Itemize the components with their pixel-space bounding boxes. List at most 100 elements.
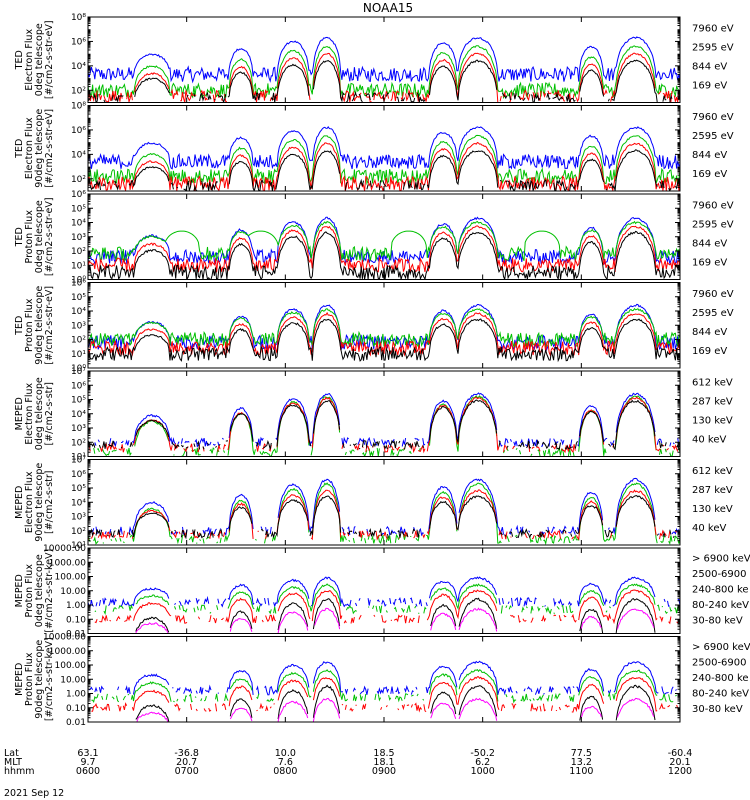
series-7-1 — [135, 607, 655, 634]
channel-label: 844 eV — [692, 62, 727, 73]
y-tick-label: 10⁷ — [71, 456, 86, 466]
y-tick-label: 10.00 — [60, 675, 86, 685]
y-axis-label: TEDProton Flux0deg telescope[#/cm2-s-str… — [14, 197, 55, 276]
channel-label: 169 eV — [692, 258, 727, 269]
x-row-value: -50.2 — [470, 748, 495, 759]
y-tick-label: 10⁶ — [71, 190, 86, 200]
channel-label: 80-240 keV — [692, 689, 749, 700]
series-3-3 — [88, 220, 680, 262]
channel-label: 612 keV — [692, 378, 733, 389]
channel-label: 169 eV — [692, 346, 727, 357]
y-tick-label: 10⁰ — [71, 276, 86, 286]
y-tick-label: 0.01 — [66, 630, 86, 640]
panel-3: 10⁰ 10¹ 10² 10³ 10⁴ 10⁵ 10⁶ TEDProton Flux0deg … — [14, 190, 734, 286]
y-tick-label: 10⁵ — [71, 204, 86, 214]
x-row-label: hhmm — [4, 766, 35, 777]
series-2-1 — [89, 149, 680, 191]
series-4-1 — [88, 318, 680, 363]
panels-group: 10² 10⁴ 10⁶ 10⁸ TEDElectron Flux0deg telesco… — [14, 13, 750, 728]
channel-label: 844 eV — [692, 327, 727, 338]
series-5-1 — [88, 399, 680, 451]
series-6-2 — [88, 489, 677, 541]
x-row-value: 0600 — [76, 766, 100, 777]
channel-label: 7960 eV — [692, 24, 734, 35]
channel-label: 2595 eV — [692, 220, 734, 231]
series-8-4 — [91, 670, 679, 702]
x-row-value: 1200 — [668, 766, 692, 777]
y-tick-label: 10⁵ — [71, 484, 86, 494]
y-tick-label: 10⁴ — [71, 62, 86, 72]
channel-label: 7960 eV — [692, 289, 734, 300]
series-1-4 — [88, 36, 680, 84]
channel-label: 240-800 ke — [692, 673, 749, 684]
x-row-value: 18.1 — [373, 757, 394, 768]
y-tick-label: 10⁵ — [71, 396, 86, 406]
y-tick-label: 1000.00 — [49, 647, 86, 657]
x-row-value: 0700 — [175, 766, 199, 777]
panel-frame — [87, 282, 681, 369]
panel-8: 0.01 0.10 1.00 10.00 100.00 1000.00 10000.00ME… — [14, 633, 750, 729]
x-row-value: 9.7 — [80, 757, 95, 768]
x-row-value: 7.6 — [278, 757, 293, 768]
channel-label: 844 eV — [692, 239, 727, 250]
y-tick-label: 1.00 — [66, 601, 86, 611]
channel-label: 2500-6900 — [692, 569, 747, 580]
y-tick-label: 10² — [71, 527, 86, 537]
channel-label: > 6900 keV — [692, 553, 750, 564]
y-tick-label: 10000.00 — [43, 633, 86, 643]
y-tick-label: 1000.00 — [49, 558, 86, 568]
y-tick-label: 10⁶ — [71, 37, 86, 47]
channel-label: 7960 eV — [692, 112, 734, 123]
series-8-5 — [89, 661, 679, 695]
y-tick-label: 0.10 — [66, 704, 86, 714]
y-tick-label: 10⁶ — [71, 279, 86, 289]
series-8-1 — [136, 697, 655, 722]
y-axis-label: TEDProton Flux90deg telescope[#/cm2-s-st… — [14, 286, 55, 365]
channel-label: 612 keV — [692, 466, 733, 477]
series-7-2 — [135, 597, 656, 634]
y-tick-label: 10² — [71, 336, 86, 346]
series-1-1 — [88, 59, 680, 103]
series-6-3 — [88, 482, 680, 545]
channel-label: 169 eV — [692, 81, 727, 92]
y-tick-label: 10⁴ — [71, 410, 86, 420]
series-2-4 — [88, 126, 680, 170]
channel-label: 844 eV — [692, 150, 727, 161]
series-8-3 — [91, 676, 680, 713]
y-tick-label: 10¹ — [71, 350, 86, 360]
series-7-3 — [94, 589, 680, 625]
series-7-4 — [94, 583, 680, 616]
series-4-2 — [88, 311, 680, 357]
x-row-value: 18.5 — [373, 748, 394, 759]
channel-label: 30-80 keV — [692, 616, 743, 627]
x-row-value: -36.8 — [174, 748, 199, 759]
series-5-4 — [88, 392, 680, 448]
y-tick-label: 10000.00 — [43, 544, 86, 554]
y-axis-label: MEPEDProton Flux0deg telescope[#/cm2-s-s… — [14, 549, 55, 633]
series-5-3 — [93, 395, 680, 457]
date-label: 2021 Sep 12 — [4, 788, 64, 799]
y-tick-label: 10⁰ — [71, 364, 86, 374]
x-row-value: 0900 — [372, 766, 396, 777]
panel-7: 0.01 0.10 1.00 10.00 100.00 1000.00 10000.00ME… — [14, 544, 750, 640]
chart-title: NOAA15 — [363, 1, 413, 15]
series-3-2 — [88, 225, 680, 273]
y-tick-label: 10³ — [71, 513, 86, 523]
series-7-5 — [88, 576, 680, 608]
series-2-3 — [88, 134, 680, 186]
y-tick-label: 0.10 — [66, 615, 86, 625]
channel-label: 40 keV — [692, 523, 726, 534]
x-row-value: 10.0 — [275, 748, 296, 759]
y-tick-label: 100.00 — [55, 573, 87, 583]
y-tick-label: 10⁶ — [71, 470, 86, 480]
y-axis-label: MEPEDProton Flux90deg telescope[#/cm2-s-… — [14, 637, 55, 721]
channel-label: 287 keV — [692, 397, 733, 408]
y-tick-label: 1.00 — [66, 690, 86, 700]
panel-frame — [87, 105, 681, 192]
y-axis-label: MEPEDElectron Flux0deg telescope[#/cm2-s… — [14, 377, 55, 450]
y-tick-label: 10¹ — [71, 541, 86, 551]
channel-label: 2595 eV — [692, 308, 734, 319]
channel-label: 240-800 ke — [692, 585, 749, 596]
y-tick-label: 10² — [71, 86, 86, 96]
